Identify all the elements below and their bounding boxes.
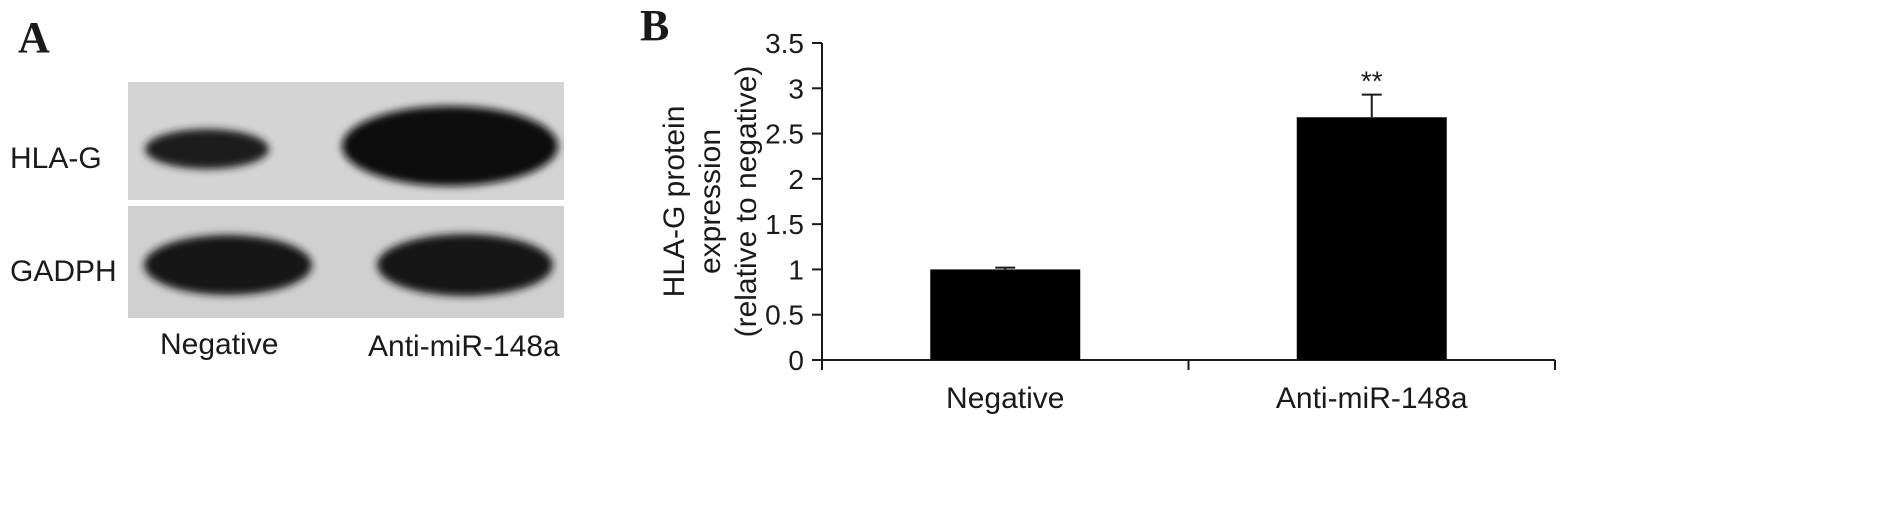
y-axis-label-line: expression (694, 129, 727, 274)
significance-annotation: ** (1361, 66, 1383, 97)
y-tick-label: 0.5 (765, 300, 804, 331)
bar-chart: HLA-G protein expression (relative to nega… (658, 28, 1556, 415)
blot-lane-label-negative: Negative (160, 328, 279, 361)
blot-row-label-gadph: GADPH (10, 255, 117, 288)
blot-lane-label-anti-mir: Anti-miR-148a (368, 330, 560, 363)
blot-band-gadph-negative (144, 235, 312, 295)
blot-band-hla-g-negative (145, 129, 269, 169)
x-tick-label: Anti-miR-148a (1276, 382, 1468, 415)
y-tick-label: 2.5 (765, 119, 804, 150)
western-blot (128, 82, 564, 318)
y-tick-label: 0 (788, 345, 804, 376)
x-tick-labels: Negative Anti-miR-148a (946, 382, 1468, 415)
y-tick-label: 2 (788, 164, 804, 195)
y-ticks: 0 0.5 1 1.5 2 2.5 3 3.5 (765, 28, 822, 376)
panel-a-letter: A (18, 13, 50, 62)
y-axis-label-line: (relative to negative) (730, 66, 763, 338)
y-axis-label: HLA-G protein expression (relative to nega… (658, 66, 763, 338)
blot-band-gadph-anti-mir (377, 234, 553, 296)
y-tick-label: 1 (788, 254, 804, 285)
blot-row-label-hla-g: HLA-G (10, 142, 102, 175)
bar (930, 269, 1081, 360)
y-tick-label: 1.5 (765, 209, 804, 240)
x-tick-label: Negative (946, 382, 1064, 415)
panel-b-letter: B (640, 1, 670, 50)
bar (1296, 117, 1447, 360)
blot-band-hla-g-anti-mir (342, 106, 558, 186)
bars: ** (930, 66, 1447, 360)
y-axis-label-line: HLA-G protein (658, 106, 691, 298)
y-tick-label: 3.5 (765, 28, 804, 59)
y-tick-label: 3 (788, 73, 804, 104)
